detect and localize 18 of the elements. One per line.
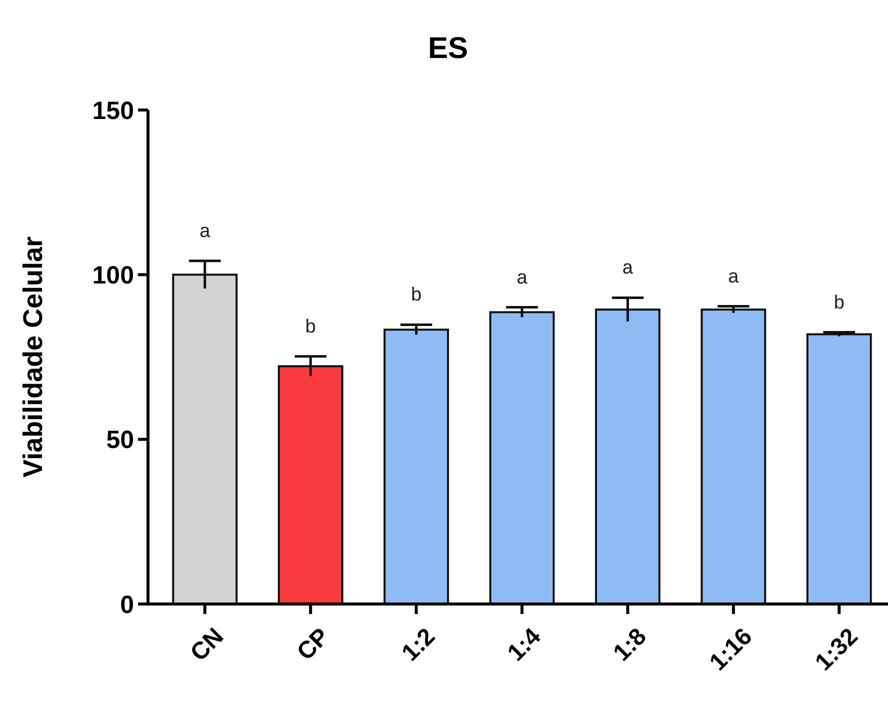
y-tick-label: 0 (120, 590, 134, 619)
annotation: b (305, 316, 316, 338)
annotation: a (200, 220, 211, 242)
x-tick-label: CP (292, 623, 335, 666)
x-tick-label: 1:8 (608, 623, 652, 667)
annotation: b (834, 292, 844, 314)
y-tick-label: 50 (106, 426, 134, 454)
annotation: a (516, 267, 528, 288)
y-axis-title: Viabilidade Celular (18, 236, 48, 478)
annotation: a (622, 258, 634, 279)
y-tick-label: 100 (92, 261, 134, 290)
x-tick-label: CN (185, 623, 229, 667)
y-tick-label: 150 (92, 96, 134, 125)
x-tick-label: 1:4 (502, 622, 547, 667)
annotation: a (728, 266, 740, 288)
chart-title: ES (428, 32, 468, 65)
annotation: b (410, 284, 422, 306)
x-tick-label: 1:2 (396, 623, 440, 667)
